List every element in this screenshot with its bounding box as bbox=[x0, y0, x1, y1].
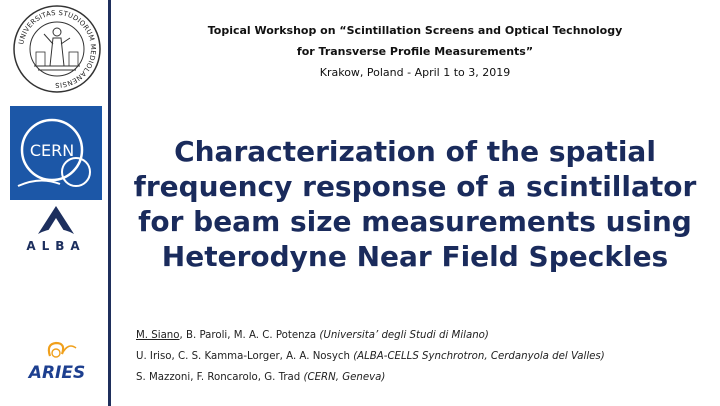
alba-logo: ALBA bbox=[26, 206, 85, 253]
workshop-header: Topical Workshop on “Scintillation Scree… bbox=[120, 20, 710, 83]
author-list: M. Siano, B. Paroli, M. A. C. Potenza (U… bbox=[136, 325, 716, 388]
author-names: U. Iriso, C. S. Kamma-Lorger, A. A. Nosy… bbox=[136, 351, 354, 362]
sidebar-divider bbox=[108, 0, 111, 406]
cern-text: CERN bbox=[30, 141, 74, 160]
university-seal-logo: UNIVERSITAS STUDIORUM MEDIOLANENSIS bbox=[13, 5, 101, 93]
alba-text: ALBA bbox=[26, 239, 85, 253]
author-row: U. Iriso, C. S. Kamma-Lorger, A. A. Nosy… bbox=[136, 346, 716, 367]
title-line: Heterodyne Near Field Speckles bbox=[161, 240, 669, 273]
seal-text: UNIVERSITAS STUDIORUM MEDIOLANENSIS bbox=[17, 9, 97, 89]
workshop-location: Krakow, Poland - April 1 to 3, 2019 bbox=[319, 66, 511, 79]
title-line: frequency response of a scintillator bbox=[133, 170, 697, 203]
svg-text:UNIVERSITAS STUDIORUM MEDIOLAN: UNIVERSITAS STUDIORUM MEDIOLANENSIS bbox=[17, 9, 97, 89]
author-names: S. Mazzoni, F. Roncarolo, G. Trad bbox=[136, 372, 304, 383]
author-affiliation: (ALBA-CELLS Synchrotron, Cerdanyola del … bbox=[353, 351, 605, 362]
author-names: , B. Paroli, M. A. C. Potenza bbox=[179, 330, 320, 341]
workshop-title-line2: for Transverse Profile Measurements” bbox=[296, 45, 534, 58]
aries-logo: ARIES bbox=[27, 341, 85, 383]
logo-sidebar: UNIVERSITAS STUDIORUM MEDIOLANENSIS CERN… bbox=[0, 0, 110, 406]
title-line: for beam size measurements using bbox=[138, 205, 692, 238]
author-row: S. Mazzoni, F. Roncarolo, G. Trad (CERN,… bbox=[136, 367, 716, 388]
title-line: Characterization of the spatial bbox=[174, 135, 656, 168]
presenting-author: M. Siano bbox=[136, 330, 180, 341]
aries-text: ARIES bbox=[27, 363, 85, 383]
author-affiliation: (Universita’ degli Studi di Milano) bbox=[319, 330, 489, 341]
author-row: M. Siano, B. Paroli, M. A. C. Potenza (U… bbox=[136, 325, 716, 346]
presentation-title: Characterization of the spatial frequenc… bbox=[118, 134, 712, 274]
author-affiliation: (CERN, Geneva) bbox=[303, 372, 386, 383]
cern-logo: CERN bbox=[10, 106, 102, 200]
workshop-title-line1: Topical Workshop on “Scintillation Scree… bbox=[207, 24, 623, 37]
